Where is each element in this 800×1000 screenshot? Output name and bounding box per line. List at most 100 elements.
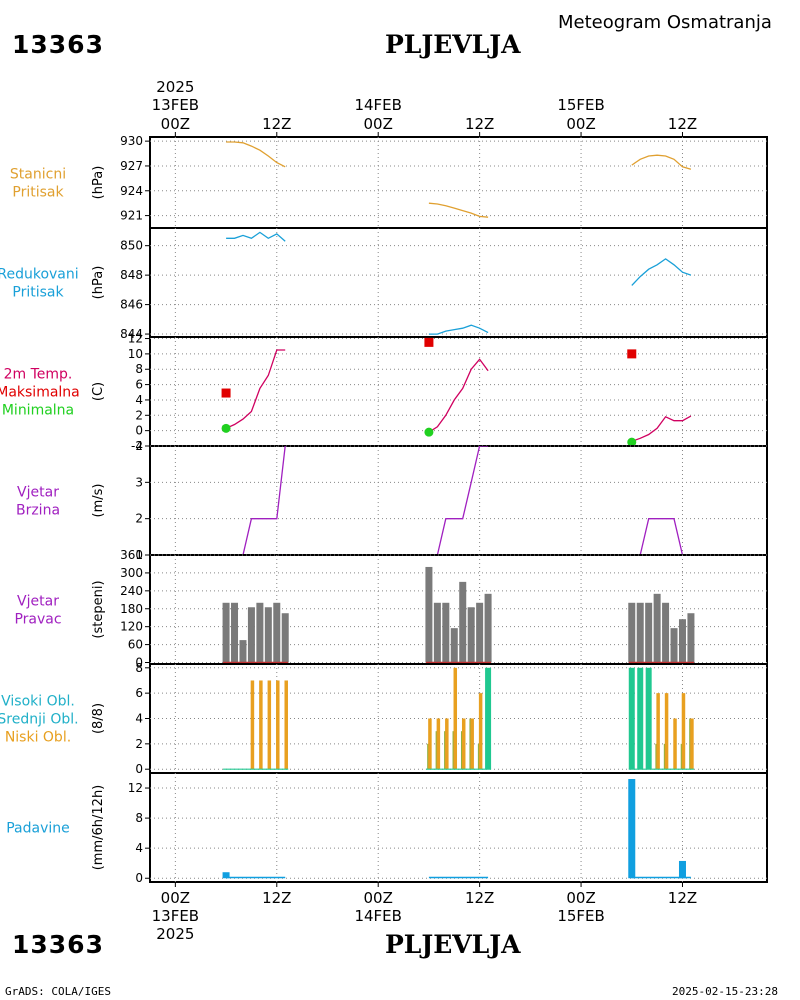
station-name-top: PLJEVLJA	[385, 30, 521, 59]
panel-label: Maksimalna	[0, 385, 80, 401]
y-tick-label: 2	[135, 512, 143, 526]
y-tick-label: 60	[128, 638, 143, 652]
top-hour-label: 00Z	[161, 115, 190, 133]
panel-wind-speed: 1 2 3 4 (m/s) Vjetar Brzina	[16, 439, 768, 562]
y-tick-label: 8	[135, 811, 143, 825]
top-hour-label: 00Z	[364, 115, 393, 133]
cloud-bar-low	[461, 718, 466, 770]
cloud-bar-low	[673, 718, 677, 770]
top-year-label: 2025	[156, 78, 194, 96]
cloud-bar-low	[267, 680, 272, 770]
panel-frame	[149, 136, 768, 229]
y-tick-label: 1	[135, 548, 143, 562]
y-axis-label: (C)	[91, 382, 106, 401]
top-hour-label: 12Z	[465, 115, 494, 133]
top-day-label: 13FEB	[152, 96, 199, 114]
direction-bar	[484, 593, 492, 663]
direction-bar	[653, 593, 661, 663]
panel-wind-direction: 0 60 120 180 240 300 360 (stepeni) Vjetar Pravac	[14, 548, 768, 670]
y-tick-label: 180	[120, 602, 143, 616]
y-tick-label: 2	[135, 737, 143, 751]
min-temp-marker	[424, 427, 434, 437]
cloud-bar-low	[445, 718, 449, 770]
panel-label: Srednji Obl.	[0, 712, 79, 728]
panel-frame	[149, 445, 768, 556]
series-line	[226, 446, 286, 555]
meteogram-title: Meteogram Osmatranja	[558, 12, 772, 33]
panel-clouds: 0 2 4 6 8 (8/8) Visoki Obl. Srednji Obl. Niski O…	[0, 661, 768, 776]
y-tick-label: 120	[120, 620, 143, 634]
y-tick-label: 4	[135, 439, 143, 453]
cloud-bar-low	[664, 693, 669, 770]
y-tick-label: 850	[120, 239, 143, 253]
y-axis-label: (mm/6h/12h)	[91, 785, 106, 871]
panel-frame	[149, 772, 768, 883]
min-temp-marker	[221, 423, 231, 433]
direction-bar	[281, 613, 289, 663]
min-temp-marker	[627, 437, 637, 446]
series-line	[428, 324, 489, 335]
series-line	[226, 141, 286, 168]
precip-bar	[628, 779, 636, 879]
y-tick-label: -2	[131, 439, 143, 453]
y-tick-label: 8	[135, 362, 143, 376]
meteogram-panels: 921924927930(hPa)StanicniPritisak8448468…	[0, 134, 768, 885]
y-tick-label: 930	[120, 134, 143, 148]
direction-bar	[442, 602, 450, 663]
cloud-bar-high	[485, 667, 492, 770]
direction-bar	[450, 628, 458, 663]
y-tick-label: 4	[135, 393, 143, 407]
series-line	[225, 349, 286, 429]
y-tick-label: 6	[135, 686, 143, 700]
cloud-bar-low	[656, 693, 660, 770]
direction-bar	[247, 607, 255, 663]
bottom-day-label: 14FEB	[354, 907, 401, 925]
y-axis-label: (stepeni)	[91, 580, 106, 638]
cloud-bar-high	[637, 667, 644, 770]
y-tick-label: 240	[120, 584, 143, 598]
y-axis-label: (hPa)	[91, 266, 106, 300]
panel-data	[226, 141, 692, 218]
panel-data	[222, 566, 695, 664]
y-tick-label: 360	[120, 548, 143, 562]
y-tick-label: 0	[135, 871, 143, 885]
panel-data	[223, 667, 694, 770]
direction-bar	[636, 602, 644, 663]
series-line	[631, 154, 692, 170]
y-axis-label: (m/s)	[91, 484, 106, 518]
y-tick-label: 927	[120, 159, 143, 173]
cloud-bar-low	[284, 680, 288, 770]
precip-bar	[222, 872, 230, 879]
bottom-hour-label: 00Z	[364, 889, 393, 907]
bottom-hour-label: 12Z	[668, 889, 697, 907]
direction-bar	[239, 640, 247, 663]
cloud-bar-high	[645, 667, 652, 770]
y-tick-label: 3	[135, 475, 143, 489]
direction-bar	[222, 602, 230, 663]
y-axis-label: (hPa)	[91, 166, 106, 200]
y-tick-label: 0	[135, 762, 143, 776]
y-tick-label: 0	[135, 424, 143, 438]
panel-pressure-station: 921 924 927 930 (hPa) Stanicni Pritisak	[10, 134, 768, 229]
panel-label: Redukovani	[0, 267, 79, 283]
bottom-day-label: 15FEB	[557, 907, 604, 925]
panel-frame	[149, 336, 768, 447]
direction-bar	[433, 602, 441, 663]
direction-bar	[645, 602, 653, 663]
panel-frame	[149, 227, 768, 338]
direction-bar	[687, 613, 695, 663]
y-tick-label: 924	[120, 184, 143, 198]
cloud-bar-low	[276, 680, 280, 770]
panel-data	[221, 337, 692, 446]
station-id-top: 13363	[12, 30, 104, 59]
cloud-bar-low	[428, 718, 432, 770]
y-tick-label: 2	[135, 408, 143, 422]
top-day-label: 15FEB	[557, 96, 604, 114]
y-tick-label: 12	[128, 332, 143, 346]
direction-bar	[231, 602, 239, 663]
max-temp-marker	[424, 337, 434, 347]
panel-label: Visoki Obl.	[1, 694, 75, 710]
y-tick-label: 8	[135, 661, 143, 675]
cloud-bar-low	[453, 667, 458, 770]
